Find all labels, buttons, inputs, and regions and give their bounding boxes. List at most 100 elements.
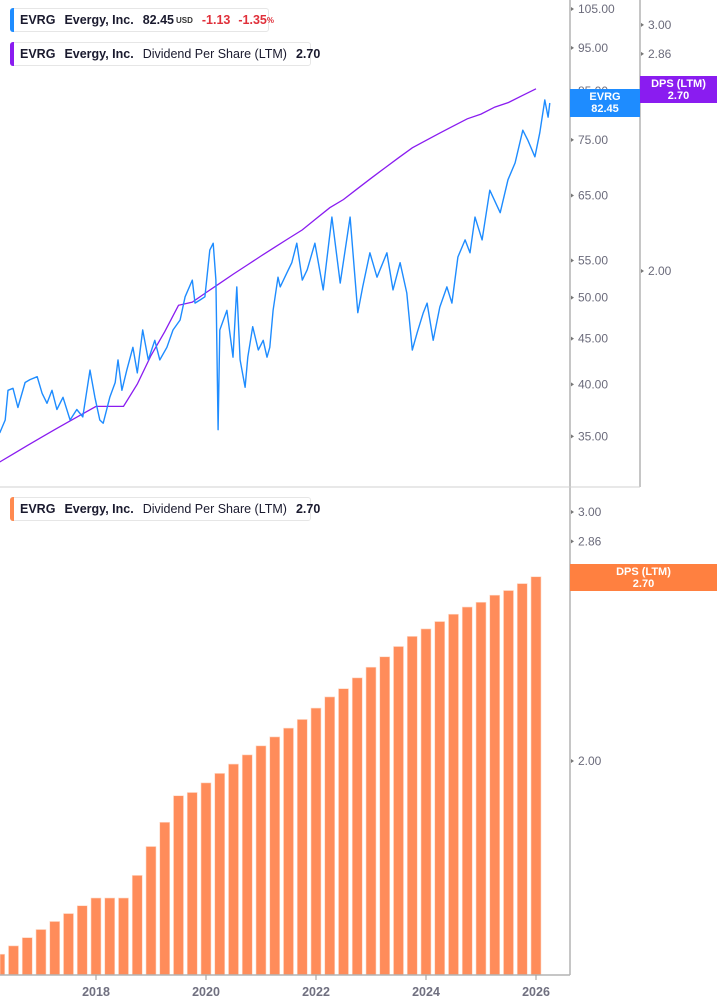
price-legend[interactable]: EVRG Evergy, Inc. 82.45 USD -1.13 -1.35% [10,8,274,32]
tag-value: 2.70 [632,577,655,590]
legend-ticker: EVRG [20,47,56,61]
dps-bar [365,666,377,976]
dps-bottom-tick-label: 3.00 [578,505,602,519]
price-tick-label: 45.00 [578,332,608,346]
price-legend-color [10,8,14,32]
legend-metric: Dividend Per Share (LTM) [142,502,287,516]
dps-bar [530,576,542,976]
dps-bar [516,583,528,976]
price-tick-label-mark [571,258,574,263]
price-tick-label: 65.00 [578,189,608,203]
dps-bar [489,594,501,976]
dps-bar [76,905,88,976]
legend-metric: Dividend Per Share (LTM) [142,47,287,61]
dps-tick-label: 2.00 [648,264,672,278]
price-tick-label-mark [571,193,574,198]
dps-bar [461,606,473,976]
dps-legend-color [10,42,14,66]
x-tick-label: 2018 [82,985,110,999]
dps-legend-top[interactable]: EVRG Evergy, Inc. Dividend Per Share (LT… [10,42,320,66]
price-tick-label: 55.00 [578,254,608,268]
dps-bar [406,636,418,976]
price-line [0,99,551,434]
legend-company: Evergy, Inc. [64,47,134,61]
tag-value: 2.70 [667,89,690,102]
price-tick-label-mark [571,7,574,11]
dps-bar [118,897,129,976]
dps-bottom-tick-label: 2.86 [578,534,602,548]
legend-price: 82.45 [142,13,174,27]
dps-bar [475,601,487,976]
dps-bar [255,745,267,976]
legend-company: Evergy, Inc. [64,502,134,516]
price-tick-label-mark [571,336,574,341]
dps-legend-bottom[interactable]: EVRG Evergy, Inc. Dividend Per Share (LT… [10,497,320,521]
dps-top-last-value-tag: DPS (LTM) 2.70 [640,76,717,103]
dps-bar [324,696,336,976]
dps-bottom-tick-label: 2.00 [578,754,602,768]
price-tick-label: 50.00 [578,291,608,305]
dps-bar [200,782,212,976]
dps-bar [90,897,102,976]
dps-line [0,88,537,463]
dps-bar [434,621,446,976]
dps-bottom-last-value-tag: DPS (LTM) 2.70 [570,564,717,591]
dps-bar [159,821,171,976]
dps-bar [0,953,6,976]
price-tick-label-mark [571,137,574,142]
dps-bar [214,773,226,976]
x-tick-label: 2024 [412,985,440,999]
dps-bar [186,792,198,976]
dps-bottom-tick-label-mark [571,510,574,515]
price-tick-label-mark [571,434,574,439]
dps-bar [228,763,239,976]
dps-bar [420,628,432,976]
legend-change: -1.13 [201,13,231,27]
dps-bar [338,688,349,976]
dps-bar [131,875,143,976]
price-tick-label: 40.00 [578,377,608,391]
dps-bar [63,913,74,976]
dps-tick-label-mark [641,269,644,273]
price-tick-label-mark [571,45,574,50]
legend-ticker: EVRG [20,13,56,27]
legend-company: Evergy, Inc. [64,13,134,27]
dps-bar [393,646,404,976]
dps-bar [503,590,514,976]
dps-bar [21,937,33,976]
dps-bar [241,754,253,976]
dps-bar [8,945,19,976]
dps-bar [379,656,391,976]
tag-value: 82.45 [591,103,619,115]
tag-label: DPS (LTM) [651,77,706,90]
dps-bar [104,897,116,976]
tag-ticker: EVRG [589,91,621,103]
price-tick-label-mark [571,382,574,387]
dps-bar [269,736,281,976]
dps-bottom-tick-label-mark [571,759,574,763]
dps-bar [283,727,294,976]
dps-bar [351,677,363,976]
price-tick-label: 95.00 [578,41,608,55]
dps-bar [448,613,459,976]
price-tick-label-mark [571,295,574,300]
legend-change-pct: -1.35 [238,13,267,27]
dps-bar [296,719,308,976]
legend-value: 2.70 [295,47,321,61]
legend-currency: USD [175,15,193,25]
dps-tick-label: 3.00 [648,18,672,32]
x-tick-label: 2022 [302,985,330,999]
x-tick-label: 2026 [522,985,550,999]
price-tick-label: 75.00 [578,133,608,147]
price-tick-label: 35.00 [578,429,608,443]
price-last-value-tag: EVRG 82.45 [570,89,640,117]
tag-label: DPS (LTM) [616,565,671,578]
dps-legend-color [10,497,14,521]
legend-value: 2.70 [295,502,321,516]
legend-pct-sign: % [266,15,274,25]
price-tick-label: 105.00 [578,2,615,16]
dps-bottom-tick-label-mark [571,539,574,544]
dps-bar [310,707,322,976]
dps-tick-label-mark [641,51,644,56]
